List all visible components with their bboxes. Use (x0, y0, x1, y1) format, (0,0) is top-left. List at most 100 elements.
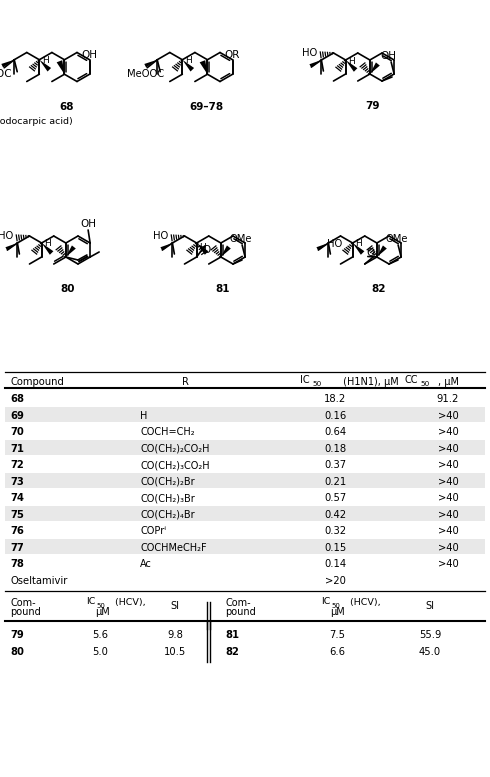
Text: 50: 50 (312, 381, 321, 387)
Text: COCHMeCH₂F: COCHMeCH₂F (140, 543, 207, 552)
Text: 0.42: 0.42 (324, 510, 346, 520)
Text: OR: OR (225, 51, 240, 61)
Bar (5, 472, 485, 488)
Text: 5.0: 5.0 (92, 646, 108, 657)
Text: (HCV),: (HCV), (112, 598, 146, 608)
Text: Com-: Com- (225, 598, 250, 608)
Polygon shape (145, 60, 157, 68)
Text: >40: >40 (438, 444, 458, 454)
Text: 77: 77 (10, 543, 24, 552)
Text: 0.15: 0.15 (324, 543, 346, 552)
Text: 0.57: 0.57 (324, 493, 346, 503)
Bar (5, 440, 485, 455)
Text: HO: HO (153, 231, 169, 241)
Text: H: H (185, 56, 192, 65)
Text: CO(CH₂)₄Br: CO(CH₂)₄Br (140, 510, 195, 520)
Polygon shape (317, 243, 328, 251)
Text: 70: 70 (10, 427, 24, 437)
Bar (5, 506, 485, 521)
Text: 50: 50 (96, 603, 105, 609)
Polygon shape (353, 243, 365, 255)
Text: 45.0: 45.0 (419, 646, 441, 657)
Text: 69: 69 (10, 411, 24, 421)
Text: (HCV),: (HCV), (347, 598, 381, 608)
Text: 81: 81 (225, 630, 239, 640)
Text: 68: 68 (60, 102, 74, 112)
Text: 50: 50 (420, 381, 429, 387)
Text: 0.32: 0.32 (324, 526, 346, 536)
Text: >40: >40 (438, 411, 458, 421)
Text: CO(CH₂)₂CO₂H: CO(CH₂)₂CO₂H (140, 444, 210, 454)
Bar (5, 406, 485, 422)
Text: MeOOC: MeOOC (127, 68, 164, 78)
Text: 79: 79 (10, 630, 24, 640)
Text: OH: OH (380, 51, 396, 61)
Polygon shape (196, 243, 208, 255)
Text: pound: pound (10, 607, 41, 617)
Text: IC: IC (86, 597, 95, 605)
Text: 72: 72 (10, 460, 24, 470)
Text: 82: 82 (225, 646, 239, 657)
Text: 78: 78 (10, 559, 24, 570)
Polygon shape (199, 60, 207, 75)
Text: H: H (199, 242, 206, 252)
Text: 81: 81 (216, 284, 230, 294)
Text: μM: μM (330, 607, 344, 617)
Text: OMe: OMe (386, 234, 408, 244)
Text: >40: >40 (438, 543, 458, 552)
Text: CO(CH₂)₃Br: CO(CH₂)₃Br (140, 493, 195, 503)
Text: >40: >40 (438, 559, 458, 570)
Text: 0.14: 0.14 (324, 559, 346, 570)
Text: (H1N1), μM: (H1N1), μM (340, 377, 399, 387)
Text: >40: >40 (438, 510, 458, 520)
Polygon shape (42, 243, 53, 255)
Text: H: H (42, 56, 49, 65)
Text: H: H (44, 239, 51, 249)
Bar (5, 538, 485, 554)
Text: Compound: Compound (10, 377, 64, 387)
Polygon shape (221, 246, 231, 257)
Text: >40: >40 (438, 477, 458, 486)
Text: 69–78: 69–78 (189, 102, 223, 112)
Text: , μM: , μM (438, 377, 459, 387)
Text: COPrⁱ: COPrⁱ (140, 526, 166, 536)
Text: 0.37: 0.37 (324, 460, 346, 470)
Polygon shape (57, 60, 65, 75)
Text: Ac: Ac (140, 559, 152, 570)
Text: pound: pound (225, 607, 256, 617)
Text: 75: 75 (10, 510, 24, 520)
Text: >40: >40 (438, 427, 458, 437)
Text: OH: OH (81, 51, 98, 61)
Text: >40: >40 (438, 493, 458, 503)
Text: 82: 82 (372, 284, 386, 294)
Text: 0.21: 0.21 (324, 477, 346, 486)
Text: >40: >40 (438, 526, 458, 536)
Text: 0.18: 0.18 (324, 444, 346, 454)
Text: 5.6: 5.6 (92, 630, 108, 640)
Text: 73: 73 (10, 477, 24, 486)
Text: Com-: Com- (10, 598, 36, 608)
Text: (podocarpic acid): (podocarpic acid) (0, 117, 73, 126)
Text: R: R (182, 377, 189, 387)
Polygon shape (345, 60, 357, 71)
Text: 76: 76 (10, 526, 24, 536)
Text: 79: 79 (365, 101, 379, 111)
Text: 0.16: 0.16 (324, 411, 346, 421)
Polygon shape (160, 243, 172, 251)
Text: SI: SI (425, 601, 435, 611)
Text: 0.64: 0.64 (324, 427, 346, 437)
Text: Oseltamivir: Oseltamivir (10, 576, 67, 586)
Text: OMe: OMe (230, 234, 252, 244)
Text: 68: 68 (10, 394, 24, 404)
Polygon shape (66, 246, 76, 257)
Text: 18.2: 18.2 (324, 394, 346, 404)
Text: CC: CC (405, 375, 418, 385)
Polygon shape (377, 246, 387, 257)
Text: CO(CH₂)₂Br: CO(CH₂)₂Br (140, 477, 195, 486)
Text: HO: HO (302, 48, 318, 58)
Polygon shape (309, 60, 321, 68)
Text: >20: >20 (324, 576, 345, 586)
Text: 9.8: 9.8 (167, 630, 183, 640)
Polygon shape (370, 62, 380, 74)
Polygon shape (5, 243, 17, 251)
